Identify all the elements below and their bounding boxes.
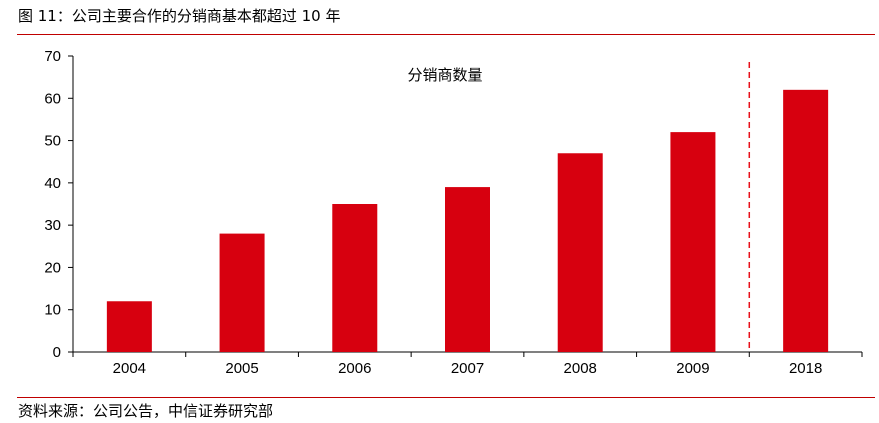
chart-title: 分销商数量 bbox=[407, 67, 482, 84]
bar-2009 bbox=[670, 132, 716, 352]
bar-2008 bbox=[557, 153, 603, 352]
bar-2018 bbox=[783, 89, 829, 352]
x-tick-label: 2009 bbox=[676, 360, 709, 377]
y-tick-label: 0 bbox=[53, 344, 61, 361]
source-note: 资料来源：公司公告，中信证券研究部 bbox=[18, 402, 274, 420]
bar-chart: 0 10 20 30 40 50 60 70 2004 2005 2006 2007 2008 2009… bbox=[44, 48, 863, 377]
bar-2004 bbox=[106, 301, 152, 352]
x-tick-label: 2005 bbox=[225, 360, 258, 377]
x-tick-labels: 2004 2005 2006 2007 2008 2009 2018 bbox=[113, 360, 823, 377]
bar-2007 bbox=[445, 187, 490, 352]
title-rule bbox=[17, 34, 875, 35]
y-tick-labels: 0 10 20 30 40 50 60 70 bbox=[44, 48, 61, 361]
y-tick-label: 20 bbox=[44, 259, 61, 276]
y-tick-label: 30 bbox=[44, 217, 61, 234]
x-tick-label: 2006 bbox=[338, 360, 371, 377]
y-tick-label: 70 bbox=[44, 48, 61, 65]
x-tick-label: 2018 bbox=[789, 360, 822, 377]
chart-bars bbox=[106, 89, 829, 352]
x-tick-label: 2007 bbox=[451, 360, 484, 377]
y-tick-label: 10 bbox=[44, 302, 61, 319]
y-tick-label: 40 bbox=[44, 175, 61, 192]
source-rule bbox=[17, 397, 875, 398]
bar-2006 bbox=[332, 204, 378, 352]
bar-2005 bbox=[219, 233, 265, 352]
x-tick-label: 2008 bbox=[564, 360, 597, 377]
figure-title: 图 11：公司主要合作的分销商基本都超过 10 年 bbox=[18, 7, 341, 25]
x-tick-label: 2004 bbox=[113, 360, 146, 377]
y-tick-label: 50 bbox=[44, 133, 61, 150]
y-tick-label: 60 bbox=[44, 90, 61, 107]
